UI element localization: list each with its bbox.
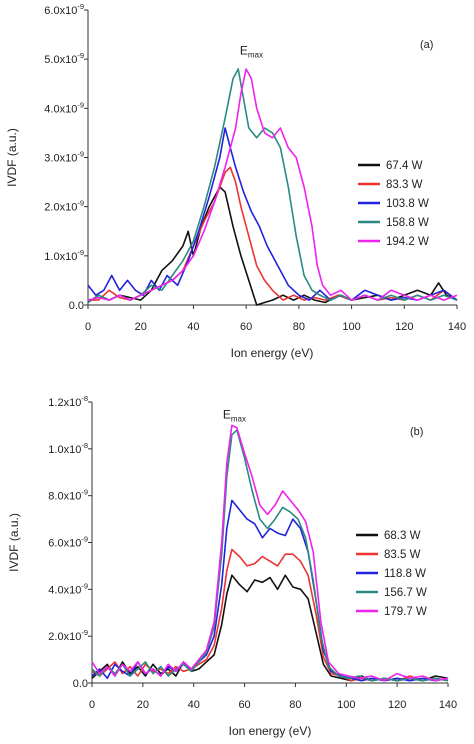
y-tick-label-exponent: -9	[81, 581, 88, 590]
y-tick-label-base: 3.0x10	[44, 153, 77, 165]
y-tick-label: 6.0x10-9	[44, 2, 84, 17]
y-tick-label-exponent: -9	[81, 535, 88, 544]
x-tick-label: 120	[388, 699, 406, 711]
y-axis-label: IVDF (a.u.)	[5, 128, 19, 187]
y-tick-label: 8.0x10-9	[48, 488, 88, 503]
x-tick-label: 120	[395, 321, 413, 333]
y-tick-label-exponent: -9	[77, 199, 84, 208]
legend-label: 156.7 W	[384, 587, 427, 599]
y-tick-label-base: 4.0x10	[44, 103, 77, 115]
emax-annotation-sub: max	[248, 50, 263, 59]
x-tick-label: 80	[293, 321, 305, 333]
y-tick-label-exponent: -9	[77, 2, 84, 11]
y-tick-label-base: 0.0	[73, 678, 88, 690]
y-tick-label: 3.0x10-9	[44, 150, 84, 165]
legend-label: 103.8 W	[386, 198, 429, 210]
y-tick-label: 1.0x10-8	[48, 441, 88, 456]
y-tick-label-exponent: -9	[77, 248, 84, 257]
legend-label: 118.8 W	[384, 568, 426, 580]
x-tick-label: 60	[240, 321, 252, 333]
x-tick-label: 60	[238, 699, 250, 711]
legend-label: 83.3 W	[386, 179, 423, 191]
x-tick-label: 0	[85, 321, 91, 333]
y-tick-label-base: 1.2x10	[48, 397, 81, 409]
emax-annotation: Emax	[223, 407, 246, 423]
emax-annotation-main: E	[240, 43, 248, 57]
chart-panel-2: 0.02.0x10-94.0x10-96.0x10-98.0x10-91.0x1…	[7, 394, 457, 738]
x-tick-label: 20	[135, 321, 147, 333]
x-tick-label: 140	[439, 699, 457, 711]
y-axis-label: IVDF (a.u.)	[7, 513, 21, 572]
y-tick-label: 0.0	[73, 678, 88, 690]
x-tick-label: 80	[289, 699, 301, 711]
y-tick-label-base: 0.0	[69, 300, 84, 312]
x-tick-label: 0	[89, 699, 95, 711]
legend-label: 194.2 W	[386, 236, 429, 248]
y-tick-label-exponent: -8	[81, 441, 88, 450]
x-tick-label: 100	[337, 699, 355, 711]
legend: 67.4 W 83.3 W 103.8 W 158.8 W 194.2 W	[358, 160, 429, 248]
y-tick-label-base: 4.0x10	[48, 584, 81, 596]
series-line-1	[91, 574, 449, 682]
series-line-5	[91, 424, 449, 682]
series-line-3	[87, 127, 458, 301]
y-tick-label-exponent: -9	[77, 150, 84, 159]
series-line-4	[91, 429, 449, 682]
y-tick-label: 4.0x10-9	[44, 100, 84, 115]
y-tick-label-base: 2.0x10	[48, 631, 81, 643]
y-tick-label-base: 6.0x10	[44, 5, 77, 17]
x-tick-label: 140	[448, 321, 466, 333]
y-tick-label-base: 5.0x10	[44, 54, 77, 66]
legend-label: 67.4 W	[386, 160, 423, 172]
y-tick-label: 4.0x10-9	[48, 581, 88, 596]
legend-label: 83.5 W	[384, 549, 421, 561]
y-tick-label: 5.0x10-9	[44, 51, 84, 66]
legend: 68.3 W 83.5 W 118.8 W 156.7 W 179.7 W	[356, 530, 427, 618]
chart-panel-1: 0.01.0x10-92.0x10-93.0x10-94.0x10-95.0x1…	[5, 2, 466, 360]
x-tick-label: 100	[342, 321, 360, 333]
panel-label: (b)	[410, 426, 423, 438]
emax-annotation-sub: max	[231, 414, 246, 423]
y-tick-label-base: 1.0x10	[44, 251, 77, 263]
panel-label: (a)	[420, 39, 433, 51]
x-tick-label: 20	[137, 699, 149, 711]
emax-annotation: Emax	[240, 43, 263, 59]
legend-label: 68.3 W	[384, 530, 421, 542]
series-line-5	[87, 68, 458, 301]
y-tick-label-base: 6.0x10	[48, 538, 81, 550]
y-tick-label-exponent: -9	[81, 628, 88, 637]
y-tick-label: 1.0x10-9	[44, 248, 84, 263]
y-tick-label: 0.0	[69, 300, 84, 312]
y-tick-label: 2.0x10-9	[44, 199, 84, 214]
y-tick-label-exponent: -9	[77, 100, 84, 109]
y-tick-label: 1.2x10-8	[48, 394, 88, 409]
x-axis-label: Ion energy (eV)	[231, 346, 314, 360]
y-tick-label: 6.0x10-9	[48, 535, 88, 550]
legend-label: 179.7 W	[384, 606, 427, 618]
x-tick-label: 40	[188, 699, 200, 711]
y-tick-label-base: 8.0x10	[48, 491, 81, 503]
y-tick-label-base: 2.0x10	[44, 202, 77, 214]
emax-annotation-main: E	[223, 407, 231, 421]
y-tick-label-base: 1.0x10	[48, 444, 81, 456]
x-tick-label: 40	[187, 321, 199, 333]
y-tick-label: 2.0x10-9	[48, 628, 88, 643]
y-tick-label-exponent: -8	[81, 394, 88, 403]
legend-label: 158.8 W	[386, 217, 429, 229]
x-axis-label: Ion energy (eV)	[229, 724, 312, 738]
y-tick-label-exponent: -9	[77, 51, 84, 60]
y-tick-label-exponent: -9	[81, 488, 88, 497]
